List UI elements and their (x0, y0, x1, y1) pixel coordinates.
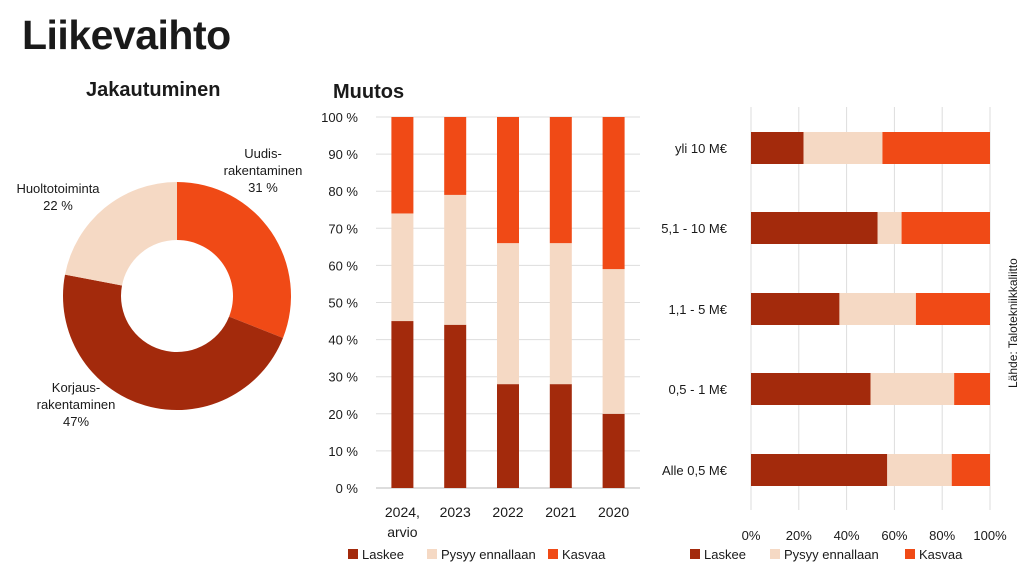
bar-segment (803, 132, 883, 164)
y-tick-label: 1,1 - 5 M€ (668, 302, 727, 317)
bar-segment (882, 132, 990, 164)
y-tick-label: Alle 0,5 M€ (662, 463, 728, 478)
bar-segment (602, 269, 625, 414)
bar-segment (444, 194, 467, 325)
pie-slice-label: Uudis-rakentaminen 31 % (224, 146, 303, 195)
bar-segment (549, 384, 572, 488)
x-tick-label: 20% (786, 528, 812, 543)
x-tick-label: 2024, arvio (385, 504, 420, 540)
y-tick-label: 5,1 - 10 M€ (661, 221, 728, 236)
bar-segment (549, 117, 572, 244)
legend-label: Pysyy ennallaan (441, 547, 536, 562)
bar-segment (549, 243, 572, 385)
bar-segment (602, 117, 625, 270)
bar-segment (602, 413, 625, 488)
y-tick-label: 60 % (328, 258, 358, 273)
y-tick-label: 0,5 - 1 M€ (668, 382, 727, 397)
pie-slice (177, 181, 291, 338)
bar-segment (751, 212, 878, 244)
bar-segment (444, 324, 467, 488)
pie-slice (63, 274, 283, 410)
y-tick-label: yli 10 M€ (675, 141, 728, 156)
pie-slice-label: Huoltotoiminta 22 % (16, 181, 100, 213)
bar-segment (901, 212, 990, 244)
legend-swatch (548, 549, 558, 559)
x-tick-label: 100% (973, 528, 1007, 543)
bar-segment (954, 373, 990, 405)
legend-swatch (905, 549, 915, 559)
legend-swatch (427, 549, 437, 559)
legend-label: Pysyy ennallaan (784, 547, 879, 562)
page-title: Liikevaihto (22, 12, 231, 58)
bar-segment (497, 117, 519, 244)
legend-label: Kasvaa (562, 547, 606, 562)
y-tick-label: 100 % (321, 110, 358, 125)
x-tick-label: 2023 (440, 504, 471, 520)
legend-swatch (690, 549, 700, 559)
x-tick-label: 0% (742, 528, 761, 543)
x-tick-label: 60% (881, 528, 907, 543)
pie-slice (65, 182, 177, 286)
bar-segment (951, 454, 990, 486)
y-tick-label: 70 % (328, 221, 358, 236)
bar-segment (391, 117, 414, 214)
legend-label: Kasvaa (919, 547, 963, 562)
bar-segment (877, 212, 902, 244)
y-tick-label: 0 % (336, 481, 359, 496)
bar-segment (444, 117, 467, 195)
bar-segment (497, 384, 519, 488)
bar-segment (751, 454, 888, 486)
legend-swatch (770, 549, 780, 559)
bar-segment (751, 373, 871, 405)
bar-segment (751, 132, 804, 164)
x-tick-label: 2022 (492, 504, 523, 520)
x-tick-label: 2020 (598, 504, 629, 520)
legend-label: Laskee (362, 547, 404, 562)
y-tick-label: 40 % (328, 333, 358, 348)
pie-chart-title: Jakautuminen (86, 79, 221, 101)
bar-segment (915, 293, 990, 325)
x-tick-label: 2021 (545, 504, 576, 520)
legend-swatch (348, 549, 358, 559)
bar-segment (391, 213, 414, 322)
y-tick-label: 50 % (328, 296, 358, 311)
y-tick-label: 90 % (328, 147, 358, 162)
y-tick-label: 30 % (328, 370, 358, 385)
pie-slice-label: Korjaus-rakentaminen 47% (37, 380, 116, 429)
bar-segment (839, 293, 916, 325)
bar-segment (391, 321, 414, 488)
y-tick-label: 20 % (328, 407, 358, 422)
x-tick-label: 40% (834, 528, 860, 543)
y-tick-label: 80 % (328, 184, 358, 199)
bar-segment (497, 243, 519, 385)
bar-segment (887, 454, 952, 486)
bar-segment (751, 293, 840, 325)
column-chart-title: Muutos (333, 81, 405, 103)
legend-label: Laskee (704, 547, 746, 562)
donut-chart: Uudis-rakentaminen 31 % Korjaus-rakentamin… (16, 146, 303, 429)
bar-segment (870, 373, 955, 405)
y-tick-label: 10 % (328, 444, 358, 459)
x-tick-label: 80% (929, 528, 955, 543)
